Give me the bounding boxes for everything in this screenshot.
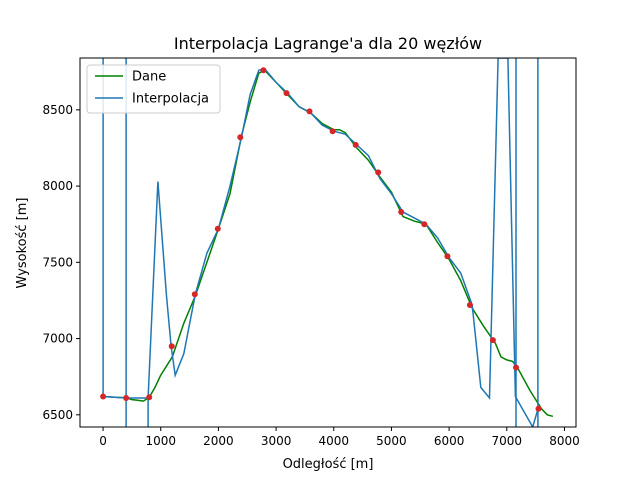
node-point: [168, 343, 175, 350]
y-axis: 6500 7000 7500 8000 8500: [42, 103, 80, 422]
x-tick-label: 0: [99, 434, 107, 448]
node-point: [191, 291, 198, 298]
node-point: [513, 364, 519, 371]
node-point: [444, 253, 451, 260]
node-point: [283, 90, 290, 97]
series-layer: [100, 58, 554, 427]
x-tick-label: 6000: [434, 434, 465, 448]
node-point: [237, 134, 244, 141]
y-tick-label: 6500: [42, 408, 73, 422]
legend-label-interpolacja: Interpolacja: [132, 92, 209, 107]
node-point: [466, 302, 473, 308]
y-axis-label: Wysokość [m]: [15, 198, 30, 289]
node-point: [146, 394, 153, 401]
node-point: [123, 395, 130, 401]
x-axis: 0 1000 2000 3000 4000 5000 6000 7000 8000: [99, 427, 580, 448]
node-point: [375, 169, 382, 176]
x-tick-label: 8000: [549, 434, 580, 448]
y-tick-label: 8000: [42, 179, 73, 193]
node-point: [421, 221, 428, 228]
y-tick-label: 7500: [42, 255, 73, 269]
legend: Dane Interpolacja: [86, 64, 221, 114]
x-tick-label: 1000: [145, 434, 176, 448]
x-tick-label: 5000: [376, 434, 407, 448]
node-point: [398, 209, 405, 215]
node-point: [329, 128, 336, 135]
x-axis-label: Odległość [m]: [283, 457, 374, 472]
legend-box: [86, 64, 221, 114]
x-tick-label: 2000: [203, 434, 234, 448]
node-point: [306, 108, 313, 115]
y-tick-label: 7000: [42, 332, 73, 346]
x-tick-label: 4000: [318, 434, 349, 448]
series-line-interpolacja: [103, 58, 540, 427]
y-tick-label: 8500: [42, 103, 73, 117]
node-point: [535, 405, 542, 412]
node-point: [489, 337, 496, 344]
node-point: [352, 141, 359, 148]
legend-label-dane: Dane: [132, 70, 166, 85]
series-line-dane: [103, 69, 554, 418]
node-point: [100, 393, 107, 400]
node-point: [214, 225, 221, 232]
x-tick-label: 3000: [261, 434, 292, 448]
plot-frame: [79, 57, 577, 428]
x-tick-label: 7000: [492, 434, 523, 448]
chart-title: Interpolacja Lagrange'a dla 20 węzłów: [174, 34, 482, 53]
node-point: [260, 67, 267, 74]
